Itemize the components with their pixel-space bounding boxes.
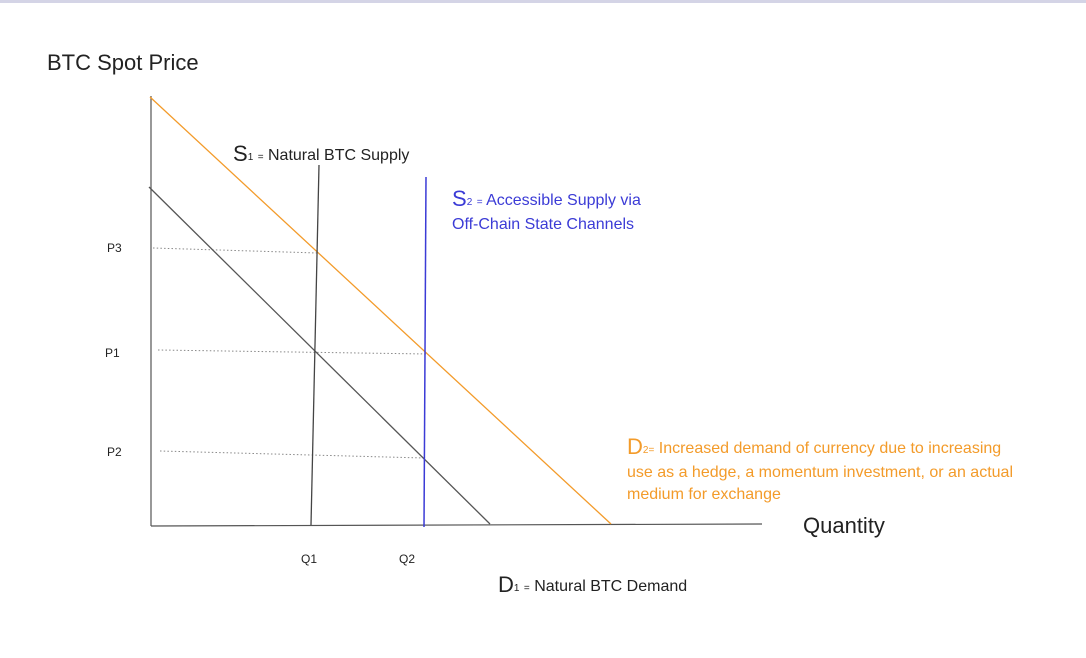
x-axis-line <box>150 523 763 527</box>
d2-label-letter: D <box>627 434 643 459</box>
s2-label-letter: S <box>452 186 467 211</box>
s1-label: S1 = Natural BTC Supply <box>233 141 409 167</box>
s1-supply-curve <box>310 164 320 526</box>
y-tick-p3: P3 <box>107 241 122 255</box>
y-axis-title: BTC Spot Price <box>47 50 199 75</box>
d1-label-text: Natural BTC Demand <box>534 578 688 595</box>
y-tick-p2: P2 <box>107 445 122 459</box>
p2-guide-line <box>159 450 425 459</box>
d1-label-letter: D <box>498 572 514 597</box>
s1-label-subscript: 1 <box>247 152 254 163</box>
s2-label-subscript: 2 <box>466 197 473 208</box>
p3-guide-line <box>152 247 319 254</box>
p1-guide-line <box>157 349 428 355</box>
d2-label: D2= Increased demand of currency due to … <box>627 436 1013 506</box>
d2-demand-curve <box>149 96 612 525</box>
s2-label-line1: Accessible Supply via <box>486 192 641 209</box>
s2-label-line2: Off-Chain State Channels <box>452 216 635 233</box>
d1-demand-curve <box>148 186 491 525</box>
window-top-border <box>0 0 1086 3</box>
d2-label-subscript: 2 <box>642 445 649 456</box>
x-axis-title: Quantity <box>803 513 885 538</box>
d1-label-subscript: 1 <box>513 583 520 594</box>
s2-supply-curve <box>423 176 427 528</box>
s1-label-letter: S <box>233 141 248 166</box>
d1-label: D1 = Natural BTC Demand <box>498 572 687 598</box>
s1-label-equals: = <box>257 152 264 163</box>
d2-label-line1: Increased demand of currency due to incr… <box>658 440 1002 457</box>
x-tick-q2: Q2 <box>399 552 415 566</box>
s2-label: S2 = Accessible Supply via Off-Chain Sta… <box>452 188 641 236</box>
x-tick-q1: Q1 <box>301 552 317 566</box>
d1-label-equals: = <box>523 583 530 594</box>
d2-label-equals: = <box>648 445 655 456</box>
s2-label-equals: = <box>476 197 483 208</box>
d2-label-line2: use as a hedge, a momentum investment, o… <box>627 464 1013 481</box>
d2-label-line3: medium for exchange <box>627 486 781 503</box>
y-tick-p1: P1 <box>105 346 120 360</box>
s1-label-text: Natural BTC Supply <box>268 147 410 164</box>
